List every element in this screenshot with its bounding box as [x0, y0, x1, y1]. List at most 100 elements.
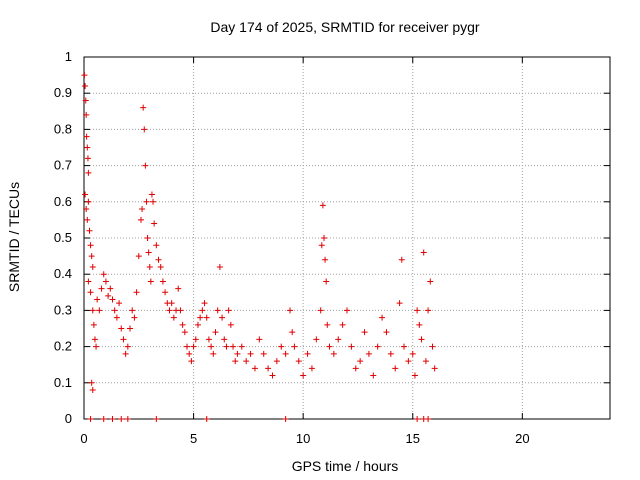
data-point: [197, 314, 204, 321]
data-point: [232, 358, 239, 365]
data-point: [418, 336, 425, 343]
y-tick-label: 0.5: [54, 230, 72, 245]
data-point: [320, 235, 327, 241]
data-point: [251, 365, 258, 372]
data-point: [374, 343, 381, 350]
data-point: [429, 343, 436, 350]
data-point: [89, 307, 96, 314]
data-point: [300, 372, 307, 379]
data-point: [392, 365, 399, 372]
data-point: [416, 321, 423, 328]
data-point: [153, 242, 160, 249]
data-point: [225, 307, 232, 314]
data-point: [219, 314, 226, 321]
data-point: [205, 336, 212, 343]
data-point: [361, 329, 368, 336]
data-point: [177, 307, 184, 314]
data-point: [282, 350, 289, 357]
data-point: [234, 350, 241, 357]
data-point: [414, 307, 421, 314]
data-point: [124, 416, 131, 422]
data-point: [159, 278, 166, 285]
data-point: [238, 343, 245, 350]
data-point: [150, 198, 157, 205]
x-axis-label: GPS time / hours: [292, 458, 399, 474]
data-point: [304, 350, 311, 357]
data-point: [295, 358, 302, 365]
y-tick-label: 0: [65, 411, 72, 426]
data-point: [313, 336, 320, 343]
data-point: [282, 416, 289, 422]
data-point: [186, 350, 193, 357]
data-point: [357, 358, 364, 365]
data-point: [118, 325, 125, 332]
data-point: [425, 416, 432, 422]
data-point: [330, 350, 337, 357]
data-point: [414, 416, 421, 422]
data-point: [324, 321, 331, 328]
data-point: [352, 365, 359, 372]
data-point: [88, 253, 95, 260]
data-point: [370, 372, 377, 379]
data-point: [85, 198, 92, 205]
data-point: [113, 314, 120, 321]
data-point: [122, 350, 129, 357]
y-tick-label: 0.7: [54, 158, 72, 173]
data-point: [243, 358, 250, 365]
data-point: [398, 256, 405, 263]
data-point: [319, 202, 326, 209]
data-point: [317, 307, 324, 314]
data-point: [83, 111, 90, 118]
data-point: [145, 249, 152, 256]
data-point: [323, 278, 330, 285]
x-tick-label: 5: [190, 431, 197, 446]
data-point: [129, 307, 136, 314]
data-point: [318, 242, 325, 249]
data-point: [383, 329, 390, 336]
data-point: [265, 365, 272, 372]
data-point: [124, 343, 131, 350]
data-point: [89, 387, 96, 394]
data-point: [86, 227, 93, 234]
data-point: [344, 307, 350, 314]
data-point: [143, 198, 150, 205]
data-point: [85, 169, 92, 176]
data-point: [192, 336, 199, 343]
data-point: [137, 216, 144, 223]
data-point: [175, 285, 182, 292]
data-point: [216, 263, 223, 270]
data-point: [214, 307, 221, 314]
data-point: [157, 263, 164, 270]
data-point: [153, 416, 160, 422]
data-point: [83, 133, 90, 140]
data-point: [107, 285, 114, 292]
data-point: [151, 220, 158, 227]
data-point: [81, 72, 88, 79]
data-point: [84, 216, 91, 223]
x-tick-label: 10: [296, 431, 310, 446]
data-point: [365, 350, 372, 357]
y-axis-label: SRMTID / TECUs: [6, 182, 22, 292]
data-point: [83, 206, 90, 213]
data-point: [89, 263, 96, 270]
y-tick-label: 0.6: [54, 194, 72, 209]
data-points: [81, 72, 438, 422]
data-point: [289, 329, 296, 336]
data-point: [335, 336, 342, 343]
data-point: [118, 416, 125, 422]
data-point: [201, 300, 208, 307]
data-point: [100, 271, 107, 278]
data-point: [90, 321, 97, 328]
data-point: [100, 416, 107, 422]
data-point: [135, 253, 142, 260]
data-point: [109, 416, 116, 422]
data-point: [339, 321, 346, 328]
x-tick-label: 20: [515, 431, 529, 446]
chart-title: Day 174 of 2025, SRMTID for receiver pyg…: [210, 19, 480, 35]
data-point: [98, 285, 105, 292]
data-point: [140, 104, 147, 111]
y-tick-label: 0.9: [54, 85, 72, 100]
data-point: [291, 343, 298, 350]
y-tick-label: 0.4: [54, 266, 72, 281]
